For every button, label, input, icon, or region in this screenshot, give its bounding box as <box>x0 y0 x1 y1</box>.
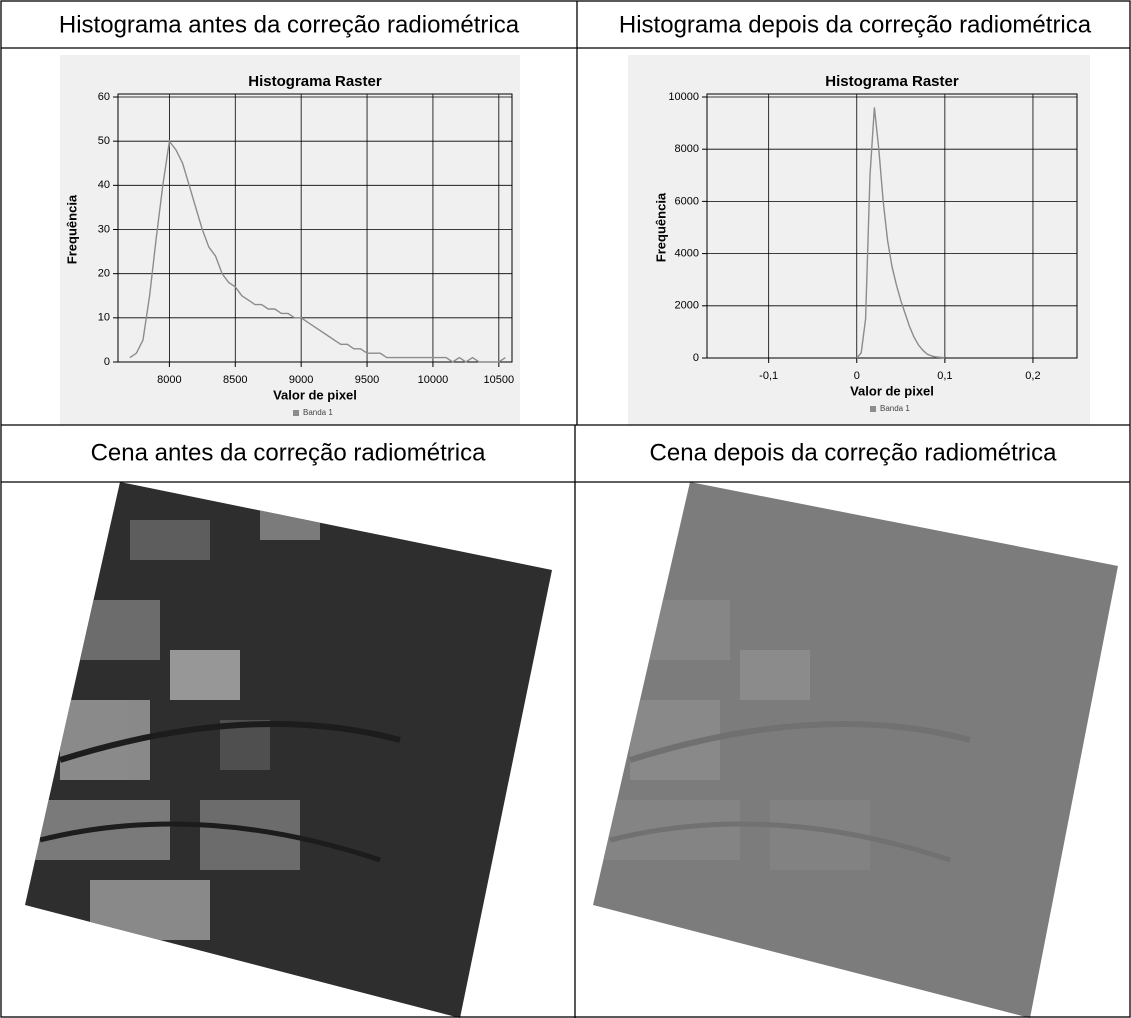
y-axis-label: Frequência <box>64 194 79 264</box>
x-tick-label: 0,1 <box>937 370 952 382</box>
cell-title: Cena antes da correção radiométrica <box>91 439 487 466</box>
x-tick-label: 0 <box>854 370 860 382</box>
x-axis-label: Valor de pixel <box>273 387 357 402</box>
y-tick-label: 2000 <box>675 300 699 312</box>
x-tick-label: -0,1 <box>759 370 778 382</box>
legend-label: Banda 1 <box>880 404 910 413</box>
legend-label: Banda 1 <box>303 408 333 417</box>
cell-title: Cena depois da correção radiométrica <box>650 439 1058 466</box>
x-tick-label: 8500 <box>223 374 247 386</box>
x-tick-label: 0,2 <box>1025 370 1040 382</box>
y-tick-label: 30 <box>98 223 110 235</box>
chart-title: Histograma Raster <box>248 73 382 90</box>
x-axis-label: Valor de pixel <box>850 383 934 398</box>
cell-title: Histograma depois da correção radiométri… <box>619 11 1092 38</box>
scene-after <box>593 482 1118 1018</box>
y-axis-label: Frequência <box>653 192 668 262</box>
x-tick-label: 10000 <box>418 374 449 386</box>
y-tick-label: 40 <box>98 179 110 191</box>
y-tick-label: 60 <box>98 91 110 103</box>
y-tick-label: 6000 <box>675 195 699 207</box>
page: {"table": {"rows": [["Histograma antes d… <box>0 0 1131 1018</box>
y-tick-label: 10 <box>98 312 110 324</box>
y-tick-label: 50 <box>98 135 110 147</box>
plot-area <box>118 94 512 362</box>
y-tick-label: 10000 <box>668 91 699 103</box>
x-tick-label: 8000 <box>157 374 181 386</box>
x-tick-label: 10500 <box>484 374 515 386</box>
document: Histograma antes da correção radiométric… <box>0 0 1131 1018</box>
x-tick-label: 9500 <box>355 374 379 386</box>
y-tick-label: 4000 <box>675 248 699 260</box>
y-tick-label: 0 <box>693 352 699 364</box>
y-tick-label: 20 <box>98 268 110 280</box>
cell-title: Histograma antes da correção radiométric… <box>59 11 520 38</box>
chart-title: Histograma Raster <box>825 73 959 90</box>
x-tick-label: 9000 <box>289 374 313 386</box>
y-tick-label: 0 <box>104 356 110 368</box>
y-tick-label: 8000 <box>675 143 699 155</box>
legend-swatch <box>293 410 299 416</box>
plot-area <box>707 94 1077 358</box>
scene-before <box>25 482 552 1018</box>
legend-swatch <box>870 406 876 412</box>
